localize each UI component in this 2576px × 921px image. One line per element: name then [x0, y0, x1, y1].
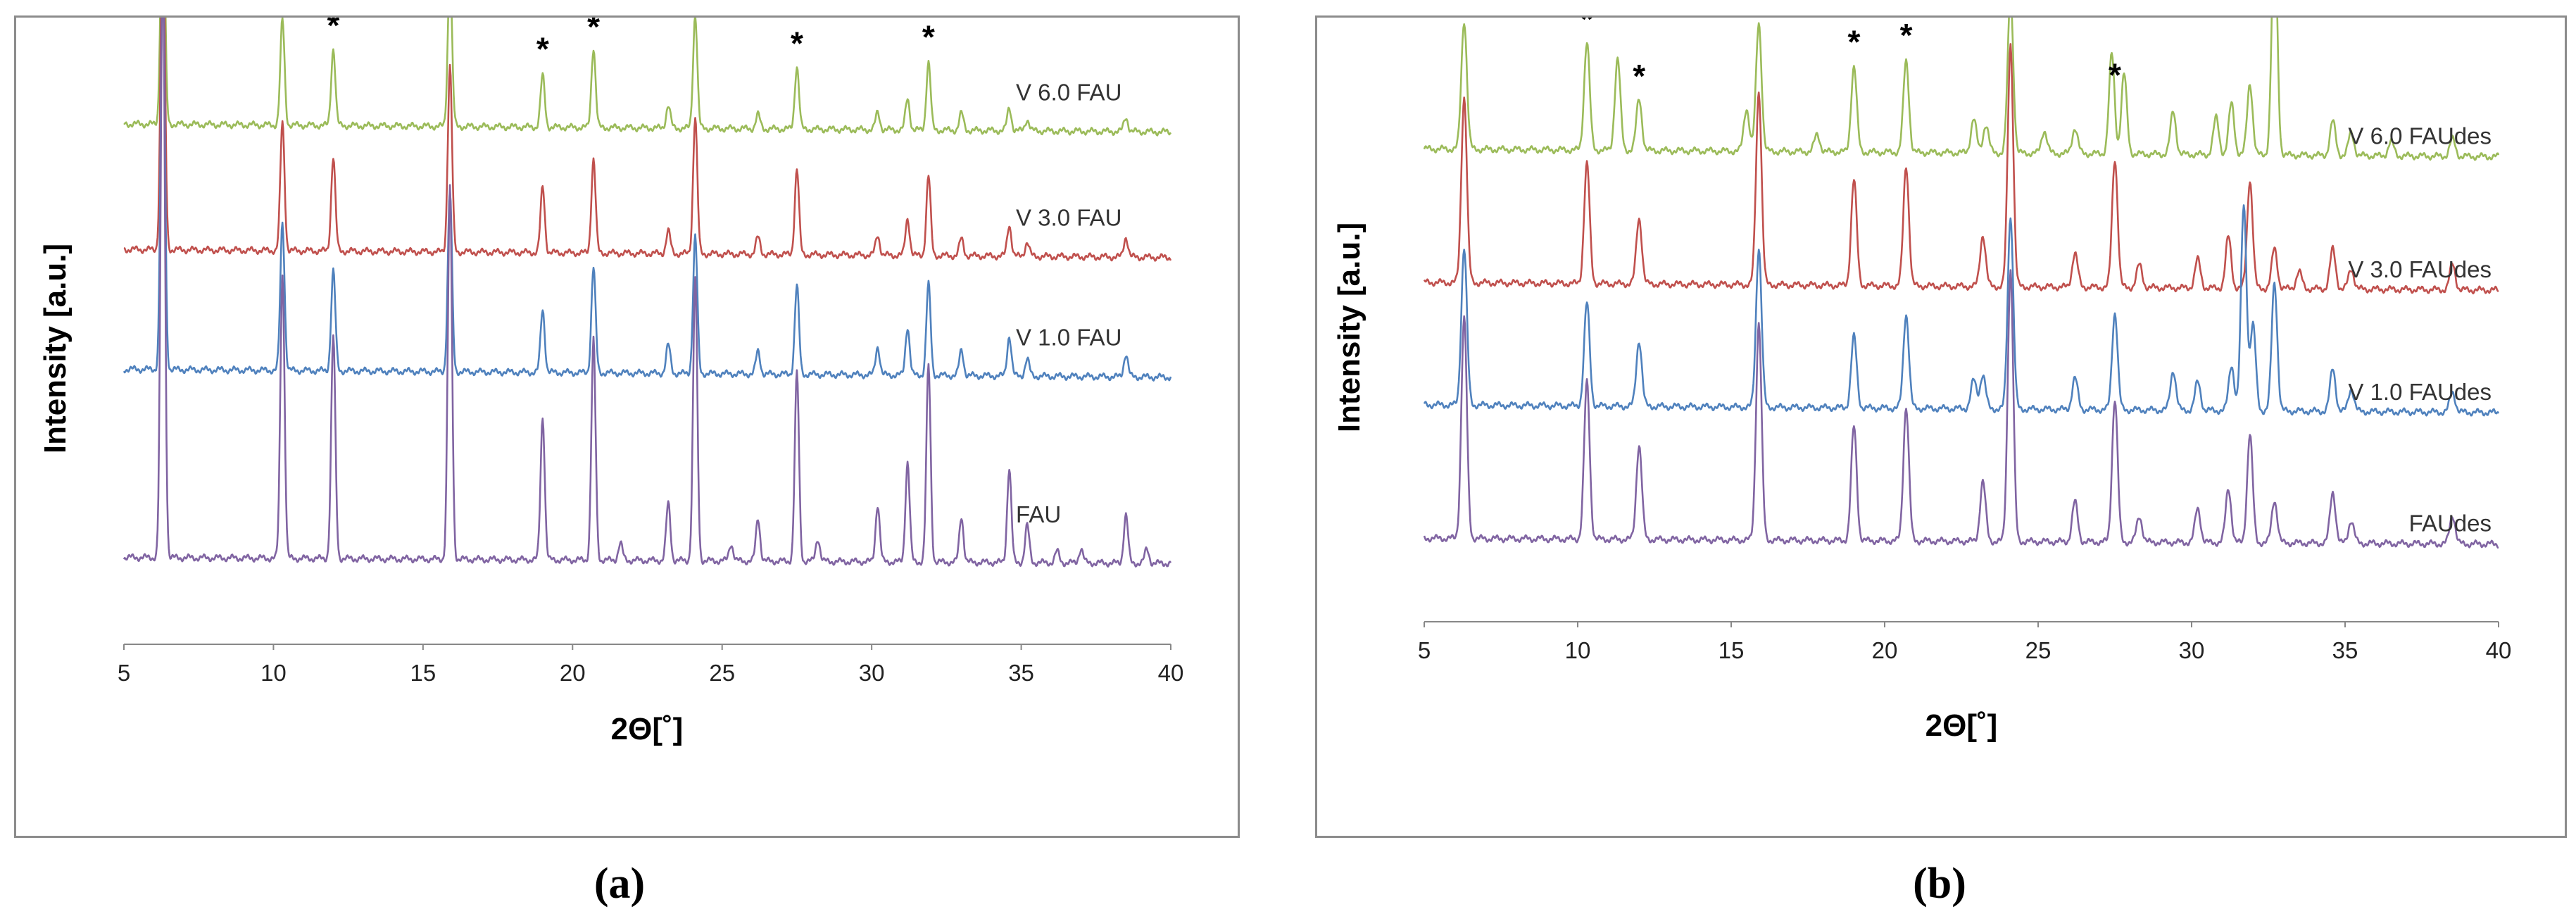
panel-a: 5 10 15 20 25 30 35 40 2Θ[˚] Intensity [a.u.] V 6.…	[14, 15, 1240, 838]
x-tick-label: 25	[2025, 637, 2052, 663]
y-axis-title: Intensity [a.u.]	[1332, 223, 1366, 432]
x-tick-label: 10	[1565, 637, 1591, 663]
x-tick-label: 5	[1418, 637, 1431, 663]
series-line	[123, 18, 1172, 262]
x-tick-label: 20	[1872, 637, 1898, 663]
x-tick-label: 10	[260, 660, 287, 686]
x-tick-label: 30	[2179, 637, 2205, 663]
series-label: V 3.0 FAU	[1016, 205, 1121, 231]
series-line	[1423, 204, 2500, 417]
x-axis-title: 2Θ[˚]	[611, 712, 684, 746]
peak-marker: *	[536, 31, 549, 68]
series-line	[1423, 18, 2500, 161]
series-label: V 1.0 FAU	[1016, 325, 1121, 351]
series-line	[1423, 269, 2499, 549]
series-label: V 1.0 FAUdes	[2348, 379, 2492, 405]
x-tick-label: 35	[1008, 660, 1034, 686]
peak-marker: *	[1633, 58, 1645, 94]
panel-b: 5 10 15 20 25 30 35 40 2Θ[˚] Intensity [a.u.] V 6.…	[1315, 15, 2567, 838]
y-axis-title: Intensity [a.u.]	[38, 244, 73, 453]
x-tick-label: 15	[410, 660, 436, 686]
series-label: FAU	[1016, 501, 1061, 527]
peak-marker: *	[1847, 23, 1860, 60]
series-line	[1423, 43, 2499, 295]
series-label: V 3.0 FAUdes	[2348, 256, 2492, 282]
peak-marker: *	[2109, 56, 2121, 93]
chart-a: 5 10 15 20 25 30 35 40 2Θ[˚] Intensity [a.u.] V 6.…	[38, 18, 1184, 746]
series-line	[122, 18, 1172, 382]
x-tick-label: 35	[2332, 637, 2358, 663]
peak-marker: *	[1581, 18, 1593, 37]
x-tick-label: 40	[1158, 660, 1184, 686]
x-tick-label: 20	[560, 660, 586, 686]
peak-marker: *	[1900, 18, 1913, 54]
x-tick-label: 15	[1719, 637, 1745, 663]
peak-marker: *	[922, 18, 935, 55]
x-tick-label: 25	[709, 660, 735, 686]
peak-marker: *	[587, 18, 600, 45]
peak-marker: *	[327, 18, 339, 44]
series-line	[122, 18, 1172, 568]
x-tick-label: 30	[859, 660, 885, 686]
x-tick-label: 40	[2486, 637, 2512, 663]
chart-b: 5 10 15 20 25 30 35 40 2Θ[˚] Intensity [a.u.] V 6.…	[1332, 18, 2512, 743]
x-axis-title: 2Θ[˚]	[1925, 708, 1998, 743]
series-label: V 6.0 FAU	[1016, 79, 1121, 105]
peak-marker: *	[791, 25, 803, 62]
x-tick-label: 5	[118, 660, 130, 686]
series-line	[123, 18, 1172, 137]
series-label: FAUdes	[2409, 510, 2492, 537]
caption-a: (a)	[593, 860, 646, 908]
series-label: V 6.0 FAUdes	[2348, 123, 2492, 149]
caption-b: (b)	[1913, 860, 1966, 908]
